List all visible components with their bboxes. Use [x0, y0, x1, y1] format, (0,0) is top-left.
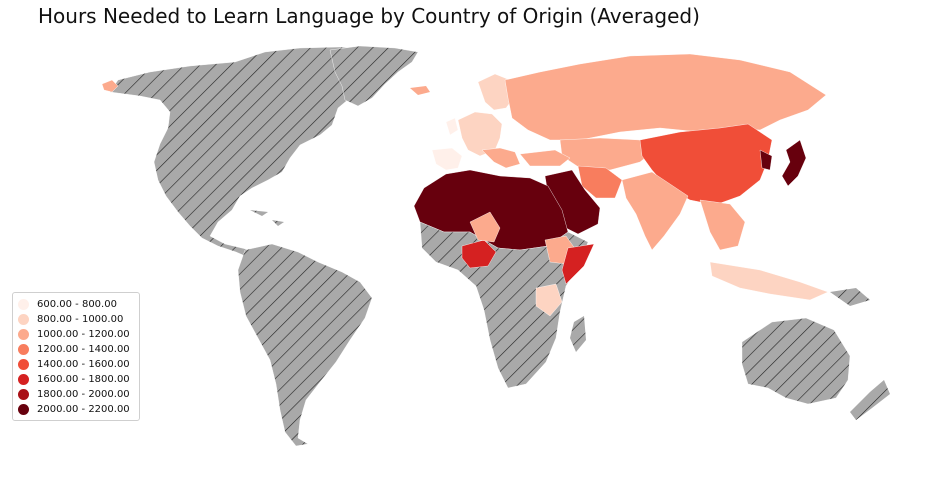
map-title: Hours Needed to Learn Language by Countr…	[38, 4, 700, 28]
legend-swatch	[18, 389, 29, 400]
legend-swatch	[18, 404, 29, 415]
korea-japan	[759, 139, 807, 187]
legend-item: 800.00 - 1000.00	[18, 312, 134, 327]
caribbean	[250, 210, 284, 226]
legend-item: 1200.00 - 1400.00	[18, 342, 134, 357]
legend-label: 800.00 - 1000.00	[37, 314, 124, 325]
new-zealand	[850, 380, 890, 420]
legend-item: 1000.00 - 1200.00	[18, 327, 134, 342]
legend-swatch	[18, 329, 29, 340]
alaska-patch	[101, 79, 119, 93]
russia	[504, 53, 827, 141]
legend-swatch	[18, 299, 29, 310]
uk	[445, 117, 459, 136]
italy-balkans	[481, 147, 521, 169]
legend-label: 1400.00 - 1600.00	[37, 359, 130, 370]
central-asia	[559, 137, 656, 171]
legend-item: 2000.00 - 2200.00	[18, 402, 134, 417]
southeast-asia	[699, 199, 746, 251]
india	[621, 171, 689, 251]
chad-area	[469, 211, 501, 243]
kenya-tanzania	[535, 283, 563, 317]
legend-swatch	[18, 314, 29, 325]
indonesia	[709, 261, 829, 301]
legend: 600.00 - 800.00 800.00 - 1000.00 1000.00 -…	[12, 292, 140, 421]
iceland	[410, 86, 430, 95]
legend-item: 1800.00 - 2000.00	[18, 387, 134, 402]
legend-label: 1200.00 - 1400.00	[37, 344, 130, 355]
greenland	[329, 45, 419, 107]
china	[639, 123, 773, 206]
turkey	[519, 149, 571, 167]
sub-saharan-africa	[419, 221, 589, 389]
europe-west	[431, 147, 463, 171]
new-guinea	[830, 288, 870, 306]
legend-label: 600.00 - 800.00	[37, 299, 117, 310]
australia	[741, 317, 851, 405]
legend-label: 1600.00 - 1800.00	[37, 374, 130, 385]
europe-central	[457, 111, 503, 157]
legend-swatch	[18, 359, 29, 370]
legend-swatch	[18, 344, 29, 355]
legend-item: 600.00 - 800.00	[18, 297, 134, 312]
legend-swatch	[18, 374, 29, 385]
legend-item: 1600.00 - 1800.00	[18, 372, 134, 387]
south-america	[237, 243, 373, 447]
legend-label: 2000.00 - 2200.00	[37, 404, 130, 415]
somalia	[561, 243, 595, 285]
legend-label: 1800.00 - 2000.00	[37, 389, 130, 400]
madagascar	[570, 316, 586, 352]
legend-item: 1400.00 - 1600.00	[18, 357, 134, 372]
legend-label: 1000.00 - 1200.00	[37, 329, 130, 340]
